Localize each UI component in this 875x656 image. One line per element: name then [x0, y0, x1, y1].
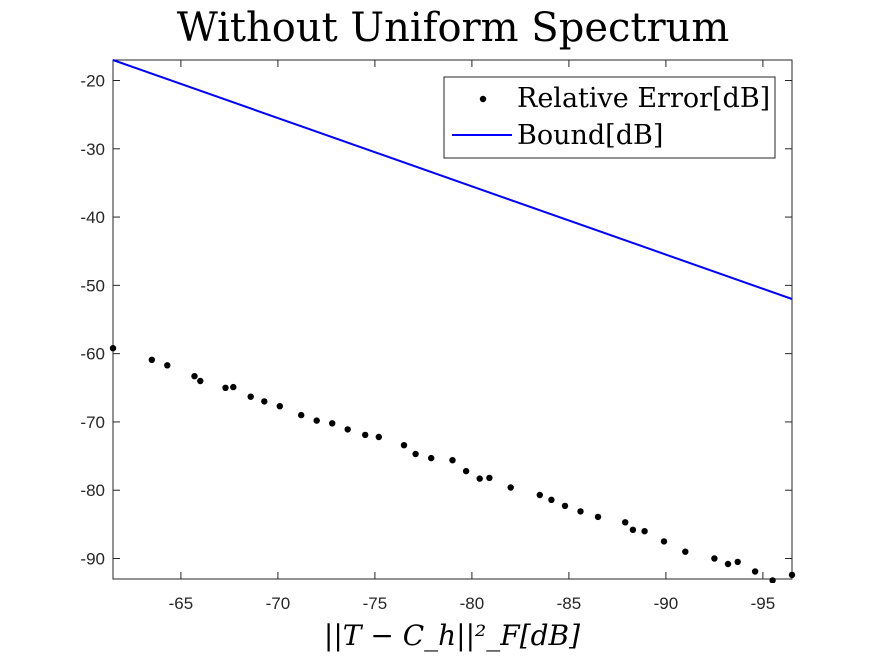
- relative-error-point: [428, 454, 435, 462]
- y-tick-label: -20: [80, 71, 105, 90]
- x-axis-label: ||T − C_h||²_F[dB]: [324, 619, 580, 652]
- relative-error-point: [751, 568, 759, 575]
- relative-error-point: [191, 373, 198, 380]
- relative-error-point: [313, 417, 320, 424]
- relative-error-point: [197, 377, 204, 385]
- relative-error-point: [247, 393, 254, 400]
- relative-error-point: [109, 345, 117, 352]
- x-axis: -65 -70 -75 -80 -85 -90 -95: [169, 60, 776, 613]
- relative-error-point: [788, 571, 796, 579]
- x-tick-label: -95: [751, 594, 776, 613]
- y-tick-label: -30: [80, 140, 105, 159]
- relative-error-point: [164, 362, 171, 369]
- legend: Relative Error[dB] Bound[dB]: [443, 76, 776, 159]
- legend-box: [443, 76, 776, 159]
- relative-error-point: [462, 467, 470, 475]
- legend-marker-relative-error: [479, 95, 487, 103]
- relative-error-point: [449, 457, 456, 464]
- relative-error-point: [734, 558, 741, 566]
- x-tick-label: -75: [363, 594, 388, 613]
- relative-error-point: [561, 502, 569, 510]
- relative-error-point: [412, 450, 419, 458]
- relative-error-point: [577, 508, 584, 515]
- y-tick-label: -50: [80, 276, 105, 295]
- relative-error-point: [724, 560, 732, 568]
- y-tick-label: -40: [80, 208, 105, 227]
- relative-error-point: [629, 526, 637, 533]
- relative-error-point: [344, 426, 351, 433]
- relative-error-point: [507, 484, 514, 491]
- y-axis: -20 -30 -40 -50 -60 -70 -80 -90: [80, 71, 792, 569]
- relative-error-point: [682, 548, 689, 555]
- relative-error-point: [261, 398, 268, 405]
- y-tick-label: -70: [80, 413, 105, 432]
- x-tick-label: -85: [557, 594, 582, 613]
- relative-error-point: [230, 383, 237, 391]
- relative-error-point: [222, 384, 229, 391]
- relative-error-point: [476, 475, 483, 482]
- legend-label-relative-error: Relative Error[dB]: [517, 83, 770, 114]
- y-tick-label: -80: [80, 481, 105, 500]
- relative-error-point: [594, 513, 602, 521]
- relative-error-point: [711, 555, 718, 562]
- legend-label-bound: Bound[dB]: [517, 120, 663, 151]
- relative-error-point: [536, 491, 543, 499]
- y-tick-label: -90: [80, 550, 105, 569]
- relative-error-point: [660, 538, 668, 545]
- x-tick-label: -80: [460, 594, 485, 613]
- relative-error-point: [375, 433, 382, 441]
- relative-error-point: [548, 496, 555, 503]
- relative-error-point: [362, 431, 369, 439]
- relative-error-point: [622, 519, 629, 526]
- relative-error-point: [148, 356, 155, 363]
- relative-error-point: [641, 528, 648, 535]
- x-tick-label: -90: [654, 594, 679, 613]
- bound-line: [112, 59, 793, 300]
- relative-error-point: [298, 411, 305, 419]
- relative-error-point: [329, 420, 336, 427]
- y-tick-label: -60: [80, 345, 105, 364]
- relative-error-point: [486, 474, 493, 482]
- relative-error-point: [276, 403, 283, 410]
- relative-error-point: [400, 442, 408, 449]
- relative-error-point: [769, 577, 776, 583]
- chart-title: Without Uniform Spectrum: [177, 5, 730, 51]
- x-tick-label: -70: [266, 594, 291, 613]
- x-tick-label: -65: [169, 594, 194, 613]
- series-layer: [109, 59, 796, 583]
